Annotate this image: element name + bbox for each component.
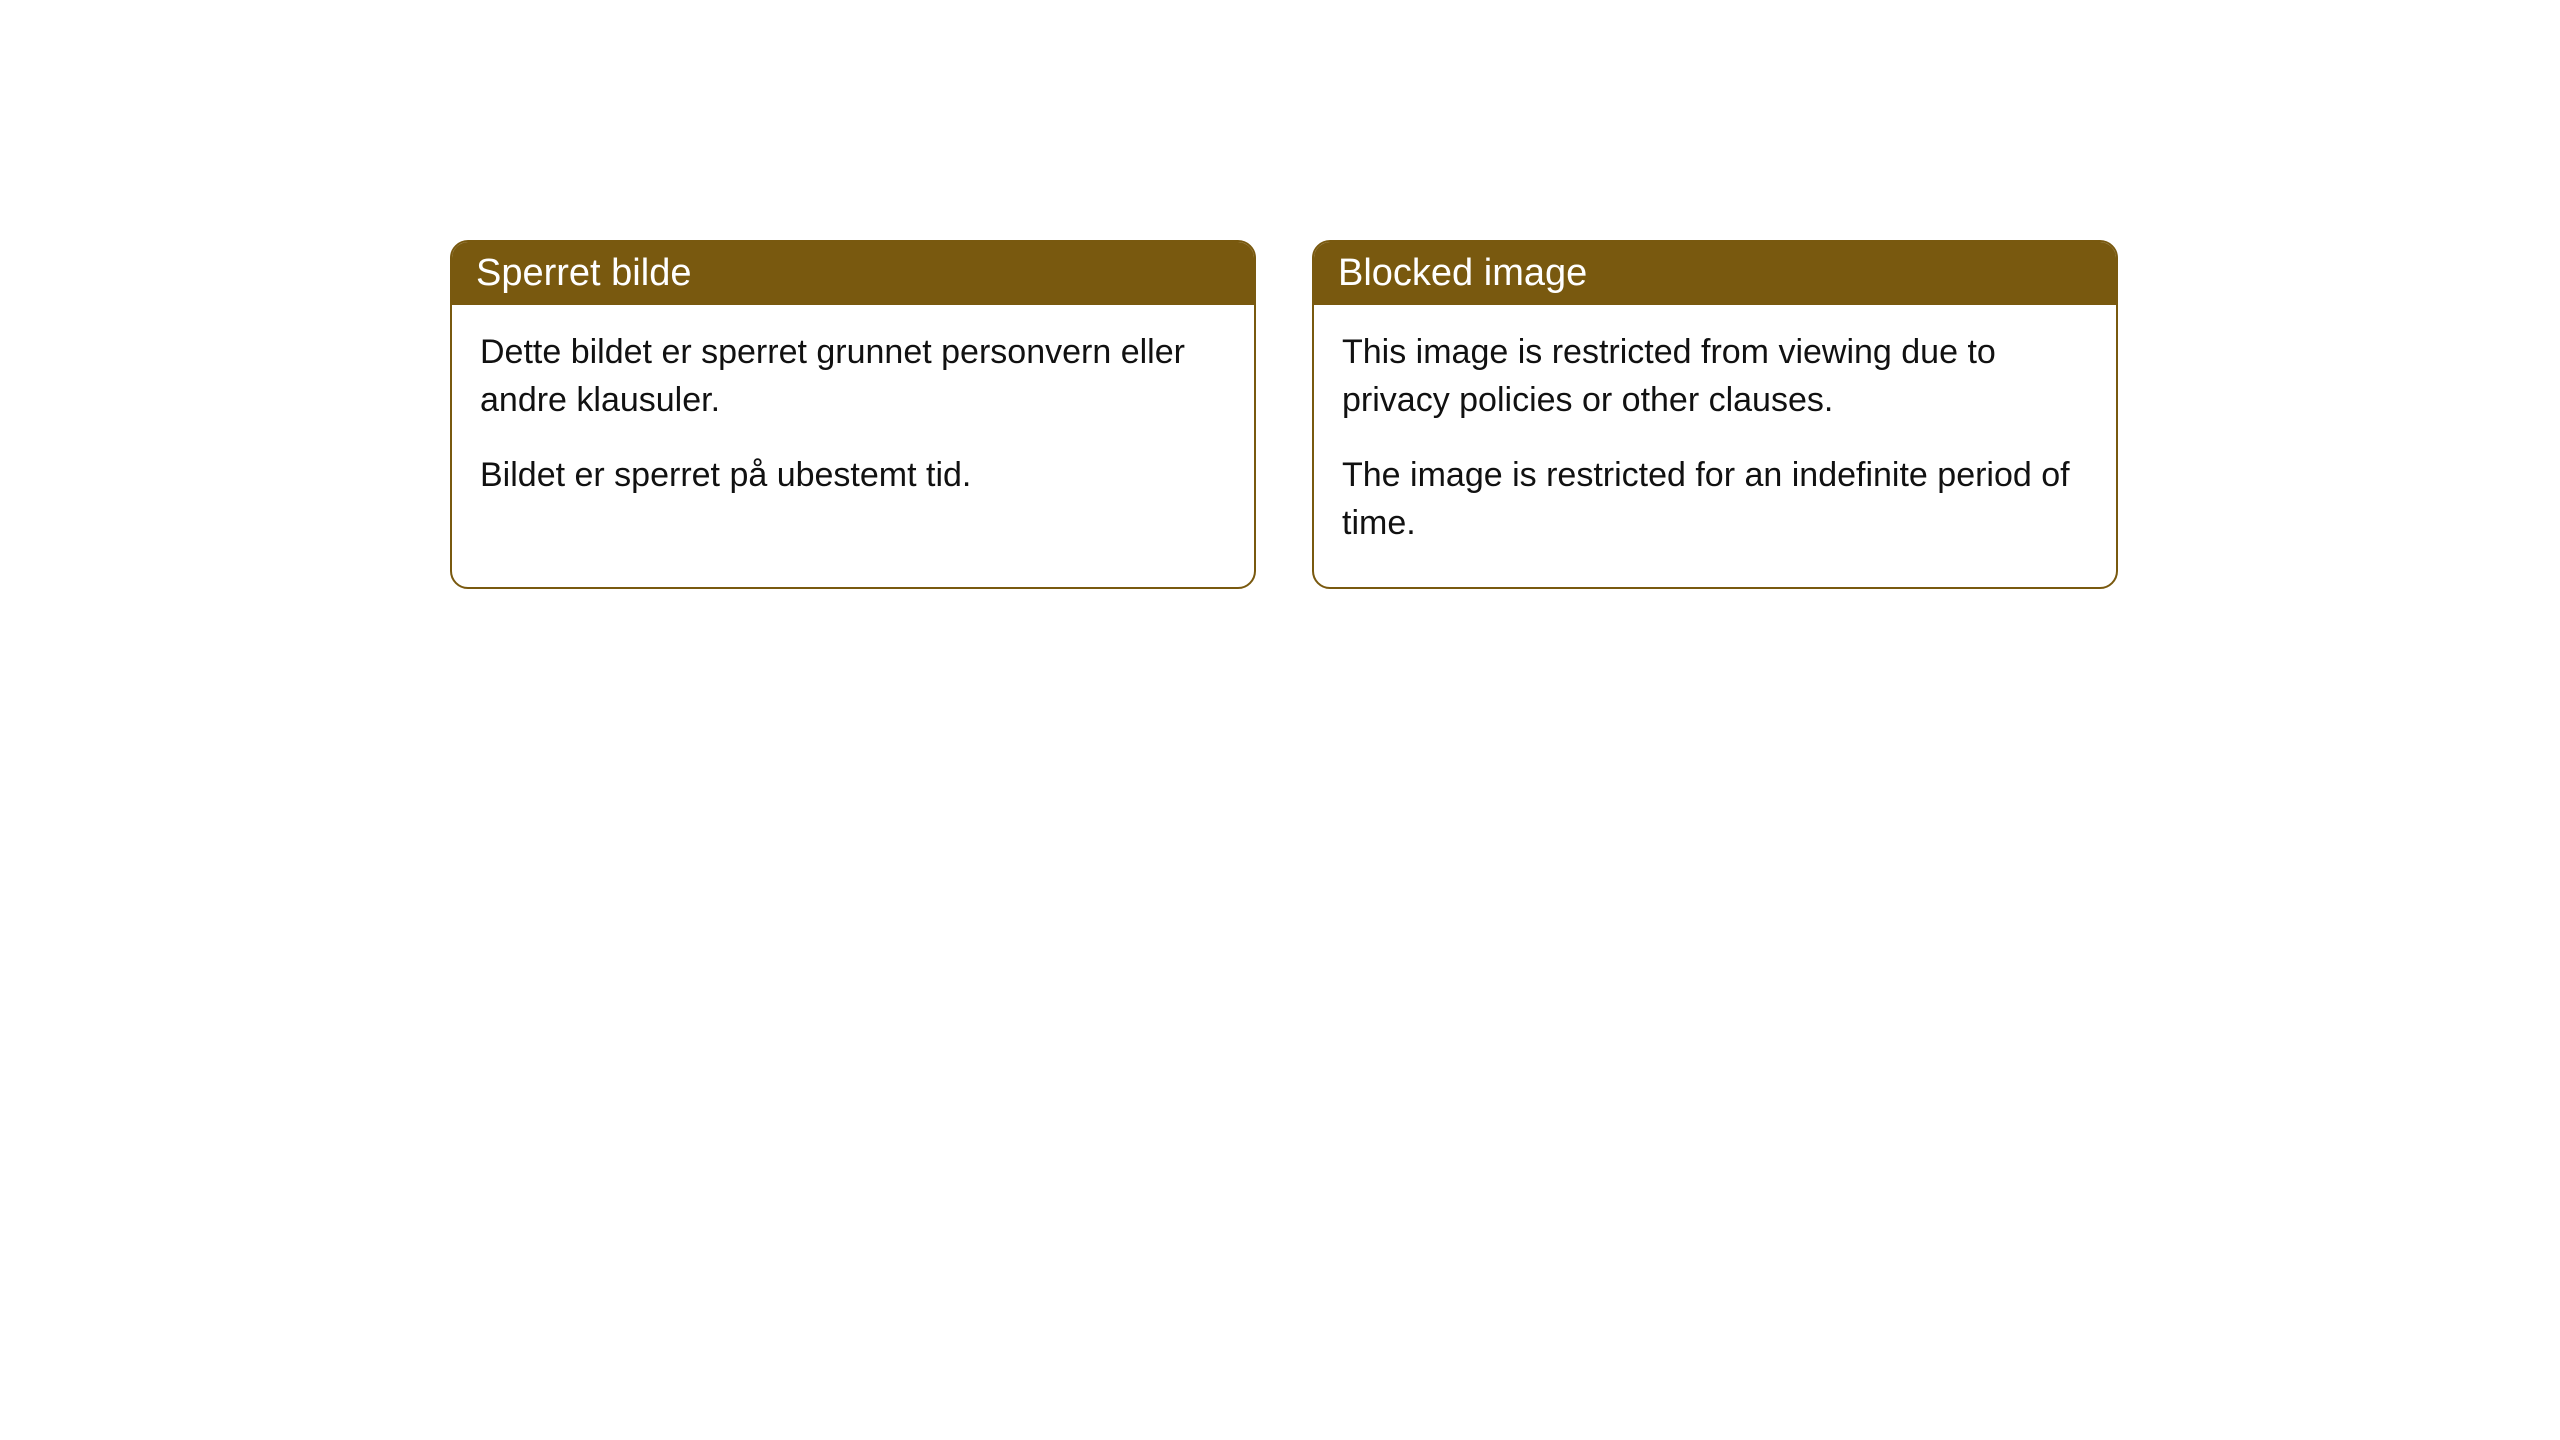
card-body: Dette bildet er sperret grunnet personve… xyxy=(452,305,1254,540)
blocked-image-card-norwegian: Sperret bilde Dette bildet er sperret gr… xyxy=(450,240,1256,589)
card-paragraph: Dette bildet er sperret grunnet personve… xyxy=(480,329,1226,424)
card-title: Sperret bilde xyxy=(476,252,691,294)
card-paragraph: Bildet er sperret på ubestemt tid. xyxy=(480,452,1226,500)
notice-cards-container: Sperret bilde Dette bildet er sperret gr… xyxy=(0,0,2560,589)
card-paragraph: This image is restricted from viewing du… xyxy=(1342,329,2088,424)
card-body: This image is restricted from viewing du… xyxy=(1314,305,2116,587)
card-header: Blocked image xyxy=(1314,242,2116,305)
card-paragraph: The image is restricted for an indefinit… xyxy=(1342,452,2088,547)
blocked-image-card-english: Blocked image This image is restricted f… xyxy=(1312,240,2118,589)
card-title: Blocked image xyxy=(1338,252,1587,294)
card-header: Sperret bilde xyxy=(452,242,1254,305)
